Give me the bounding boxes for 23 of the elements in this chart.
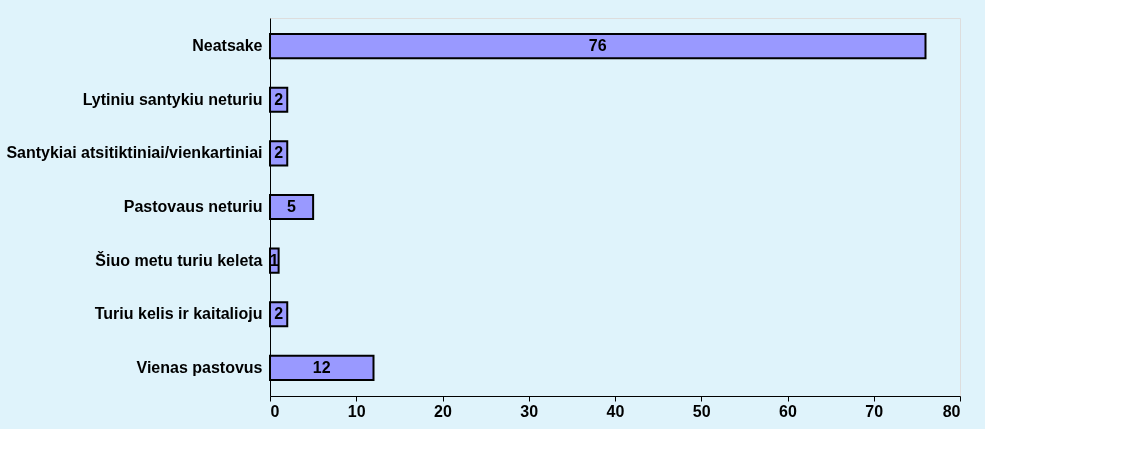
y-tick-label: Neatsake	[192, 37, 263, 55]
y-tick-label: Pastovaus neturiu	[123, 198, 263, 215]
y-tick-label: Turiu kelis ir kaitalioju	[94, 305, 263, 323]
x-tick-label: 10	[347, 402, 366, 420]
y-tick-label: Santykiai atsitiktiniai/vienkartiniai	[6, 144, 263, 162]
data-label: 2	[274, 90, 284, 108]
data-label: 12	[312, 358, 331, 376]
x-tick-label: 30	[520, 402, 539, 420]
x-tick-label: 70	[865, 402, 884, 420]
data-label: 1	[269, 251, 279, 269]
x-tick-label: 80	[942, 402, 961, 420]
x-tick-label: 0	[270, 402, 280, 420]
y-tick-label: Vienas pastovus	[136, 358, 263, 376]
y-tick-label: Lytiniu santykiu neturiu	[82, 90, 263, 108]
x-tick-label: 50	[692, 402, 711, 420]
y-tick-label: Šiuo metu turiu keleta	[95, 250, 263, 269]
data-label: 76	[588, 37, 607, 55]
data-label: 2	[274, 305, 284, 323]
x-tick-label: 40	[606, 402, 625, 420]
x-tick-label: 20	[434, 402, 452, 420]
data-label: 2	[274, 144, 284, 162]
x-tick-label: 60	[779, 402, 797, 420]
data-label: 5	[287, 198, 297, 215]
